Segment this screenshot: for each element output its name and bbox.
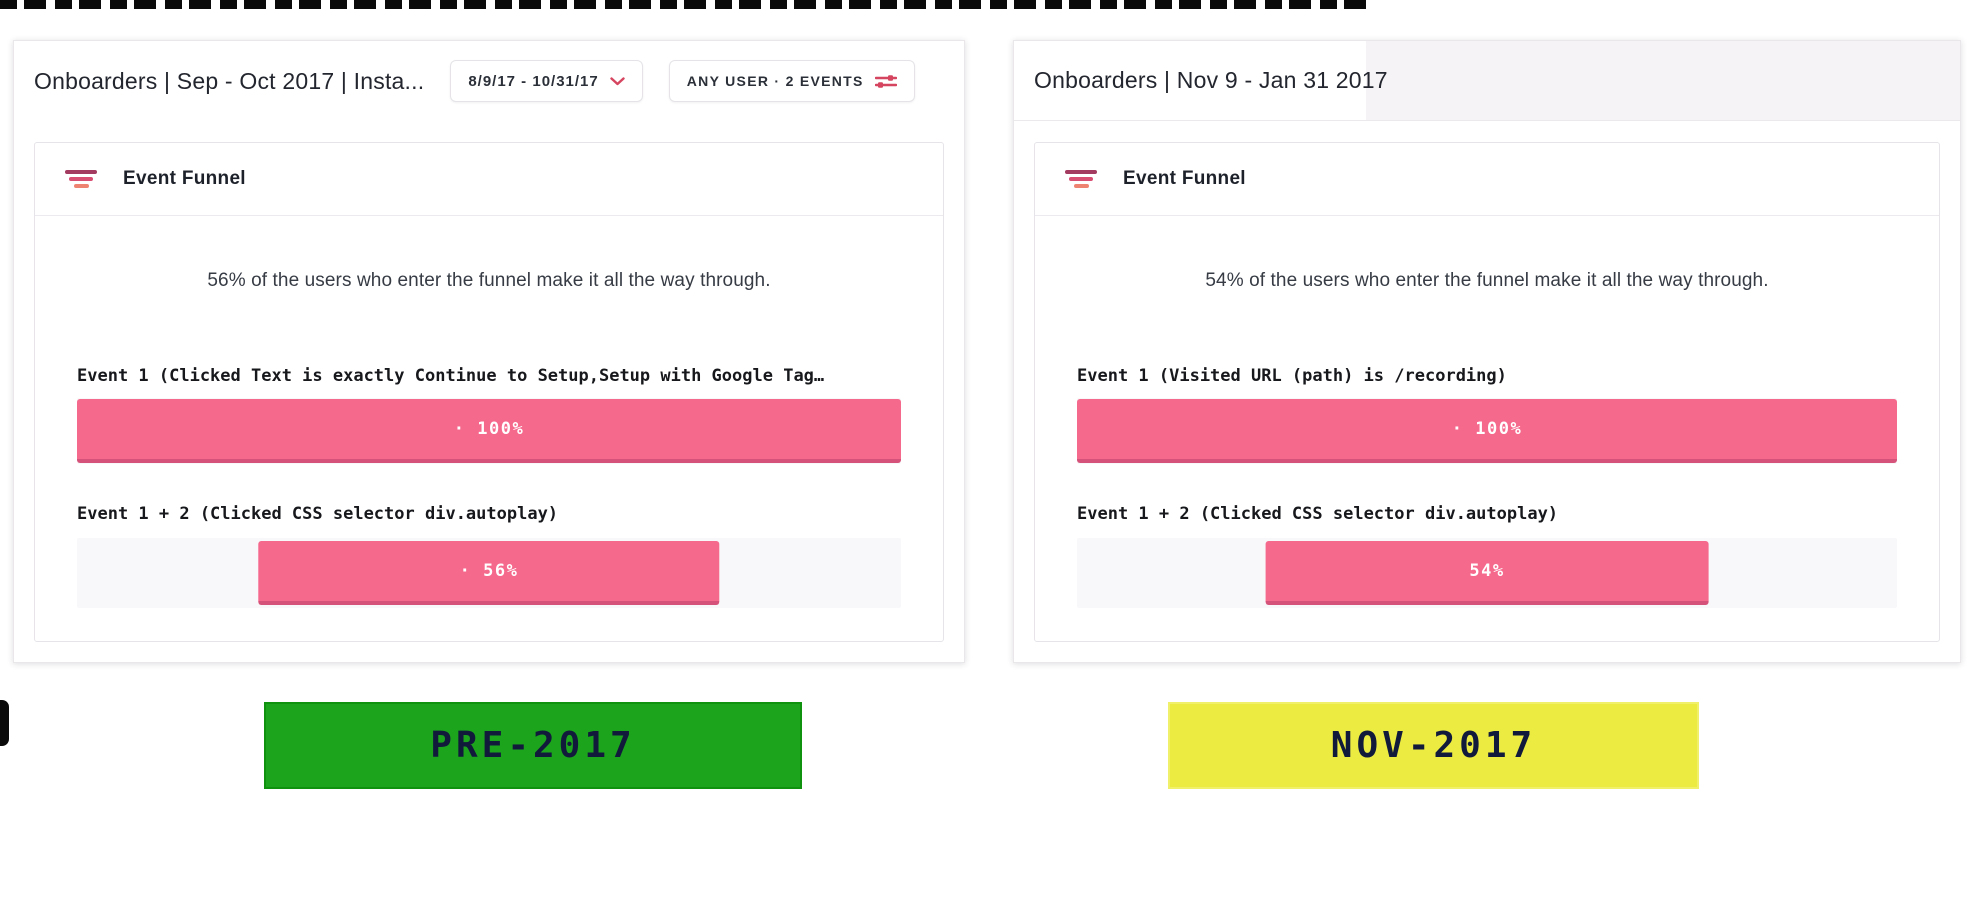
funnel-bar-step-1[interactable]: · 100% [77, 399, 901, 463]
panel-header: Onboarders | Sep - Oct 2017 | Insta... 8… [14, 41, 964, 121]
funnel-bar-step-2[interactable]: · 56% [258, 541, 720, 605]
widget-title: Event Funnel [123, 168, 246, 189]
left-edge-mark [0, 700, 9, 746]
panel-nov-2017: Onboarders | Nov 9 - Jan 31 2017 Event F… [1013, 40, 1961, 663]
funnel-step-label: Event 1 + 2 (Clicked CSS selector div.au… [1077, 504, 1559, 524]
top-dashed-strip [0, 0, 1366, 9]
funnel-step-label: Event 1 + 2 (Clicked CSS selector div.au… [77, 504, 559, 524]
funnel-bar-step-2[interactable]: 54% [1265, 541, 1709, 605]
segment-filter-label: ANY USER · 2 EVENTS [686, 73, 864, 89]
chevron-down-icon [610, 76, 625, 86]
widget-title: Event Funnel [1123, 168, 1246, 189]
widget-header: Event Funnel [35, 143, 943, 216]
event-funnel-widget: Event Funnel 56% of the users who enter … [34, 142, 944, 642]
funnel-summary-text: 54% of the users who enter the funnel ma… [1205, 270, 1769, 291]
panel-title: Onboarders | Nov 9 - Jan 31 2017 [1034, 67, 1388, 93]
funnel-bar-value: · 100% [1451, 419, 1523, 439]
tag-label: PRE-2017 [430, 725, 636, 766]
funnel-bar-value: · 56% [459, 561, 519, 581]
funnel-icon [1063, 170, 1099, 188]
funnel-summary-text: 56% of the users who enter the funnel ma… [207, 270, 771, 291]
funnel-bar-track: · 100% [1077, 398, 1897, 464]
funnel-icon [63, 170, 99, 188]
funnel-bar-track: 54% [1077, 538, 1897, 608]
widget-header: Event Funnel [1035, 143, 1939, 216]
funnel-bar-track: · 100% [77, 398, 901, 464]
funnel-bar-value: · 100% [453, 419, 525, 439]
header-background-artifact [1366, 41, 1960, 120]
sliders-filter-icon [874, 74, 897, 88]
date-range-label: 8/9/17 - 10/31/17 [468, 72, 599, 90]
funnel-bar-track: · 56% [77, 538, 901, 608]
widget-body: 56% of the users who enter the funnel ma… [35, 270, 943, 608]
funnel-bar-step-1[interactable]: · 100% [1077, 399, 1897, 463]
funnel-step-label: Event 1 (Visited URL (path) is /recordin… [1077, 366, 1507, 386]
date-range-button[interactable]: 8/9/17 - 10/31/17 [450, 60, 643, 102]
segment-filter-button[interactable]: ANY USER · 2 EVENTS [668, 60, 915, 102]
event-funnel-widget: Event Funnel 54% of the users who enter … [1034, 142, 1940, 642]
funnel-bar-value: 54% [1469, 561, 1505, 581]
panel-pre-2017: Onboarders | Sep - Oct 2017 | Insta... 8… [13, 40, 965, 663]
tag-nov-2017: NOV-2017 [1168, 702, 1699, 789]
panel-title: Onboarders | Sep - Oct 2017 | Insta... [34, 67, 425, 94]
widget-body: 54% of the users who enter the funnel ma… [1035, 270, 1939, 608]
tag-pre-2017: PRE-2017 [264, 702, 802, 789]
tag-label: NOV-2017 [1330, 725, 1537, 766]
panel-header: Onboarders | Nov 9 - Jan 31 2017 [1014, 41, 1960, 121]
funnel-step-label: Event 1 (Clicked Text is exactly Continu… [77, 366, 825, 386]
